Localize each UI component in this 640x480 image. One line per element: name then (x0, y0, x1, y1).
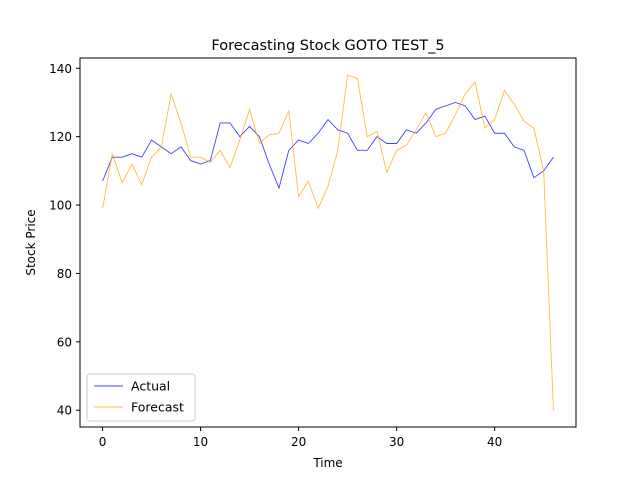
series-line-actual (102, 101, 554, 190)
x-axis-ticks: 0 10 20 30 40 (99, 427, 502, 449)
legend-label-forecast: Forecast (131, 400, 184, 415)
x-axis-label: Time (312, 456, 342, 470)
plot-lines (102, 74, 554, 411)
y-tick-label: 100 (49, 199, 72, 213)
plot-frame (79, 57, 577, 428)
chart-title: Forecasting Stock GOTO TEST_5 (211, 38, 444, 54)
y-axis-label: Stock Price (24, 209, 38, 275)
x-tick-label: 20 (291, 435, 306, 449)
series-line-forecast (102, 74, 554, 411)
y-axis-ticks: 40 60 80 100 120 140 (49, 62, 80, 418)
legend-label-actual: Actual (131, 379, 170, 394)
legend: Actual Forecast (86, 373, 196, 422)
y-tick-label: 120 (49, 130, 72, 144)
x-tick-label: 30 (389, 435, 404, 449)
y-tick-label: 80 (57, 267, 72, 281)
x-tick-label: 40 (487, 435, 502, 449)
x-tick-label: 0 (99, 435, 107, 449)
y-tick-label: 40 (57, 404, 72, 418)
y-tick-label: 60 (57, 335, 72, 349)
y-tick-label: 140 (49, 62, 72, 76)
x-tick-label: 10 (193, 435, 208, 449)
